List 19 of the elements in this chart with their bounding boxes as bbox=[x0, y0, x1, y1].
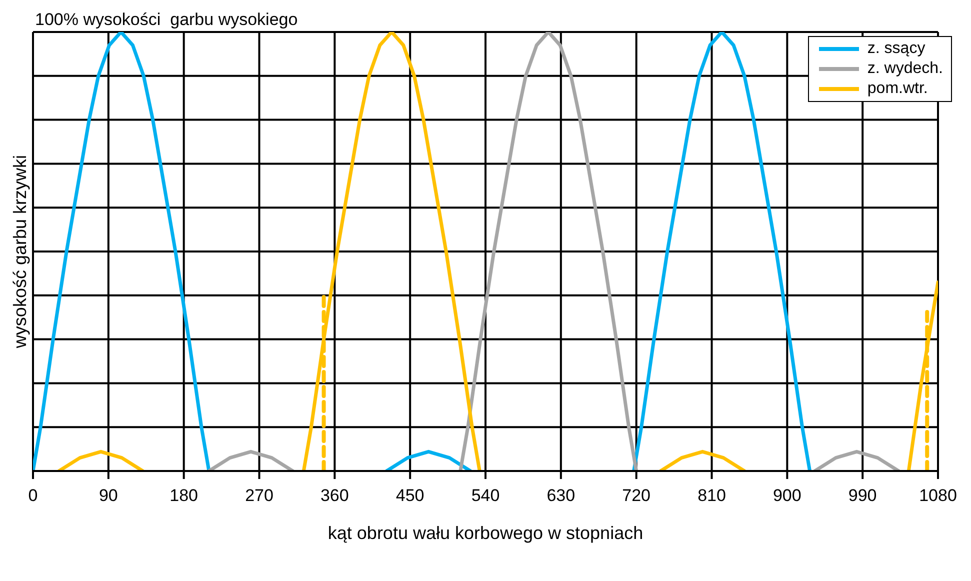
x-tick-label: 1080 bbox=[919, 486, 957, 506]
legend-label: z. wydech. bbox=[867, 59, 943, 79]
x-tick-label: 990 bbox=[848, 486, 877, 506]
x-axis-title: kąt obrotu wału korbowego w stopniach bbox=[328, 523, 644, 543]
x-tick-label: 540 bbox=[471, 486, 500, 506]
x-tick-label: 810 bbox=[698, 486, 726, 506]
x-tick-label: 0 bbox=[28, 486, 38, 506]
legend-label: z. ssący bbox=[867, 39, 926, 59]
x-tick-label: 450 bbox=[396, 486, 424, 506]
legend-label: pom.wtr. bbox=[867, 79, 928, 99]
y-axis-title: wysokość garbu krzywki bbox=[10, 154, 31, 348]
x-tick-label: 720 bbox=[622, 486, 651, 506]
text: 100% wysokości garbu wysokiego bbox=[35, 10, 298, 30]
x-tick-label: 630 bbox=[546, 486, 576, 506]
x-tick-label: 360 bbox=[320, 486, 349, 506]
x-tick-label: 900 bbox=[772, 486, 802, 506]
x-tick-label: 180 bbox=[170, 486, 198, 506]
x-tick-label: 270 bbox=[245, 486, 274, 506]
x-tick-label: 90 bbox=[98, 486, 118, 506]
